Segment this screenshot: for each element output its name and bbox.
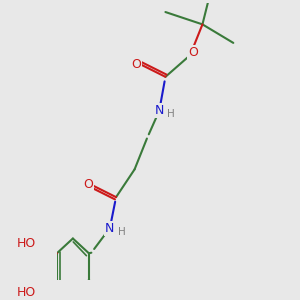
Text: O: O [83,178,93,191]
Text: N: N [154,104,164,117]
Text: H: H [167,110,175,119]
Text: HO: HO [16,286,36,299]
Text: N: N [105,221,115,235]
Text: O: O [131,58,141,71]
Text: O: O [188,46,198,59]
Text: HO: HO [16,237,36,250]
Text: H: H [118,227,125,237]
